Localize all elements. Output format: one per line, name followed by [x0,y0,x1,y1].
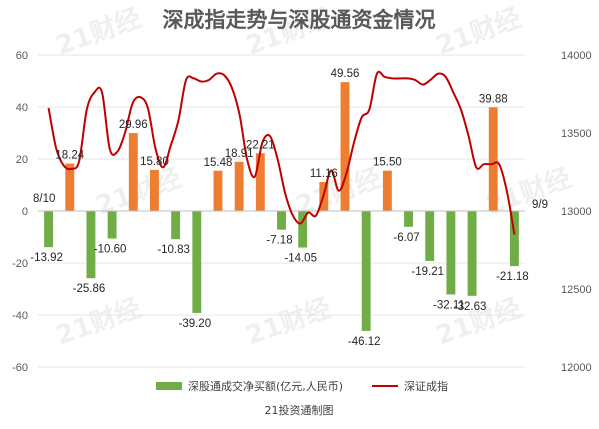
bar [298,211,308,248]
x-label-last: 9/9 [532,199,548,211]
bar [425,211,435,261]
bar [446,211,456,295]
bar-value-label: -25.86 [73,283,106,295]
bar-value-label: 15.80 [140,156,169,168]
bar-value-label: 49.56 [331,68,360,80]
bar-value-label: -13.92 [30,252,63,264]
bar-value-label: -19.21 [411,266,444,278]
bar-value-label: 18.24 [55,150,84,162]
bar [171,211,181,240]
bar [382,170,392,211]
legend-bar-swatch [156,382,182,390]
right-tick-label: 13500 [561,128,592,140]
bar-value-label: -46.12 [348,336,381,348]
bar-value-label: -32.11 [433,299,465,311]
bar-value-label: 15.50 [373,157,402,169]
legend: 深股通成交净买额(亿元,人民币) 深证成指 [156,379,448,393]
bar [86,211,96,279]
right-tick-label: 13000 [561,206,592,218]
bar-value-label: -32.63 [454,301,487,313]
bar-value-label: 39.88 [479,93,508,105]
bar [467,211,477,296]
bar [255,153,265,211]
chart-title: 深成指走势与深股通资金情况 [163,8,436,32]
right-tick-label: 12000 [561,362,592,374]
bar-value-label: -6.07 [393,232,419,244]
watermark: 21财经 [52,2,145,61]
bar [277,211,286,230]
legend-line-label: 深证成指 [404,379,448,393]
bar-value-labels: -13.92 18.24 -25.86 -10.60 29.96 15.80 -10.83 -… [30,68,528,348]
bar [150,169,159,211]
bar-value-label: -39.20 [178,318,211,330]
bar [404,211,413,227]
right-axis-ticks: 12000 12500 13000 13500 14000 [561,50,592,374]
bar-value-label: 29.96 [119,119,148,131]
bar-series [44,82,519,331]
bar [128,133,138,211]
bar-value-label: 11.16 [310,168,338,180]
right-tick-label: 14000 [561,50,592,62]
bar [192,211,202,313]
line-series [47,70,516,235]
bar [340,82,350,211]
bar-value-label: -7.18 [266,235,292,247]
bar [234,161,244,211]
source-note: 21投资通制图 [265,403,334,417]
bar [107,211,117,239]
bar-value-label: -14.05 [284,253,317,265]
watermark: 21财经 [242,292,335,351]
bar [213,170,223,211]
bar-value-label: -10.60 [94,244,127,256]
bar [509,211,519,267]
left-tick-label: 0 [22,206,28,218]
watermark: 21财经 [52,292,145,351]
watermark: 21财经 [432,2,525,61]
legend-bar-label: 深股通成交净买额(亿元,人民币) [188,379,343,393]
left-tick-label: -20 [12,258,28,270]
bar-value-label: -21.18 [496,271,529,283]
bar-value-label: 15.48 [204,157,233,169]
left-tick-label: 40 [16,102,28,114]
bar [65,163,75,211]
left-axis-ticks: -60 -40 -20 0 20 40 60 [12,50,28,374]
left-tick-label: 20 [16,154,28,166]
bar [361,211,371,331]
left-tick-label: 60 [16,50,28,62]
bar-value-label: 18.91 [225,148,254,160]
bar [488,107,498,211]
bar [44,211,54,248]
x-label-first: 8/10 [33,193,55,205]
bar-value-label: 22.21 [246,139,275,151]
left-tick-label: -40 [12,310,28,322]
gridlines [38,54,525,368]
bar-value-label: -10.83 [157,244,190,256]
left-tick-label: -60 [12,362,28,374]
right-tick-label: 12500 [561,284,592,296]
